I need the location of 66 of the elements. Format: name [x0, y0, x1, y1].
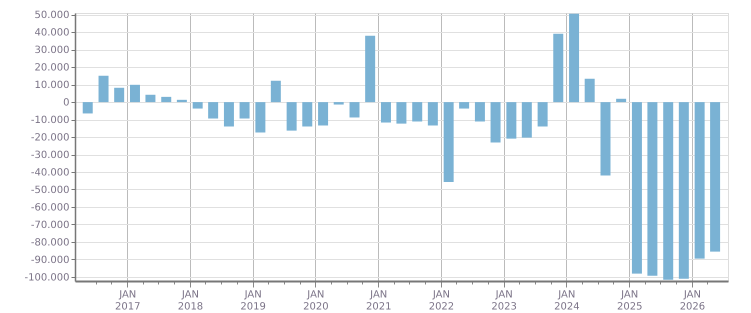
y-tick-label: -80.000: [30, 237, 70, 248]
x-tick-label: JAN 2018: [178, 290, 204, 312]
x-tick-label: JAN 2024: [554, 290, 580, 312]
bar: [694, 102, 705, 259]
y-tick-label: -20.000: [30, 132, 70, 144]
bar: [396, 102, 406, 124]
bar: [569, 14, 580, 102]
bar: [678, 102, 689, 279]
y-tick-label: -60.000: [30, 202, 70, 214]
bar: [82, 102, 93, 114]
y-tick-label: -30.000: [30, 150, 70, 162]
bar: [240, 102, 250, 119]
bar: [98, 76, 109, 102]
bar: [270, 80, 281, 102]
bar: [208, 102, 218, 119]
bar: [350, 102, 360, 118]
bar: [114, 88, 124, 102]
bar: [365, 36, 376, 102]
bar: [553, 34, 564, 102]
x-tick-label: JAN 2022: [428, 290, 454, 312]
bar: [600, 102, 610, 176]
bar: [318, 102, 328, 126]
y-tick-label: 30.000: [34, 45, 70, 56]
bar: [538, 102, 548, 127]
bar: [474, 102, 485, 122]
y-tick-label: -10.000: [30, 115, 70, 126]
bar: [130, 84, 140, 102]
y-tick-label: 20.000: [34, 62, 70, 74]
bar: [428, 102, 438, 126]
x-tick-label: JAN 2021: [366, 290, 392, 312]
y-tick-label: -70.000: [30, 220, 70, 231]
bar: [506, 102, 516, 139]
y-tick-label: -50.000: [30, 184, 70, 196]
bar: [145, 94, 156, 102]
bar: [444, 102, 454, 182]
bar: [663, 102, 674, 280]
bar: [412, 102, 422, 122]
bar: [224, 102, 234, 127]
y-tick-label: -40.000: [30, 167, 70, 178]
x-tick-label: JAN 2020: [303, 290, 329, 312]
bar: [632, 102, 642, 274]
bar: [161, 96, 172, 102]
y-tick-label: -90.000: [30, 254, 70, 266]
y-tick-label: -100.000: [24, 272, 70, 284]
bar: [459, 102, 470, 109]
bar: [584, 78, 595, 102]
y-tick-label: 10.000: [34, 80, 70, 92]
bar: [286, 102, 297, 131]
bar: [302, 102, 312, 127]
y-tick-label: 0: [63, 98, 70, 109]
bar: [647, 102, 658, 276]
bar: [616, 98, 626, 102]
y-tick-label: 40.000: [34, 28, 70, 39]
bar: [710, 102, 720, 252]
x-tick-label: JAN 2026: [680, 290, 706, 312]
bar: [192, 102, 203, 109]
y-tick-label: 50.000: [34, 10, 70, 22]
x-tick-label: JAN 2019: [240, 290, 266, 312]
bar: [380, 102, 391, 123]
x-tick-label: JAN 2023: [491, 290, 517, 312]
bar: [334, 102, 344, 105]
bar: [255, 102, 266, 132]
x-tick-label: JAN 2025: [616, 290, 642, 312]
x-tick-label: JAN 2017: [115, 290, 140, 312]
bar: [490, 102, 501, 142]
bar: [522, 102, 532, 138]
